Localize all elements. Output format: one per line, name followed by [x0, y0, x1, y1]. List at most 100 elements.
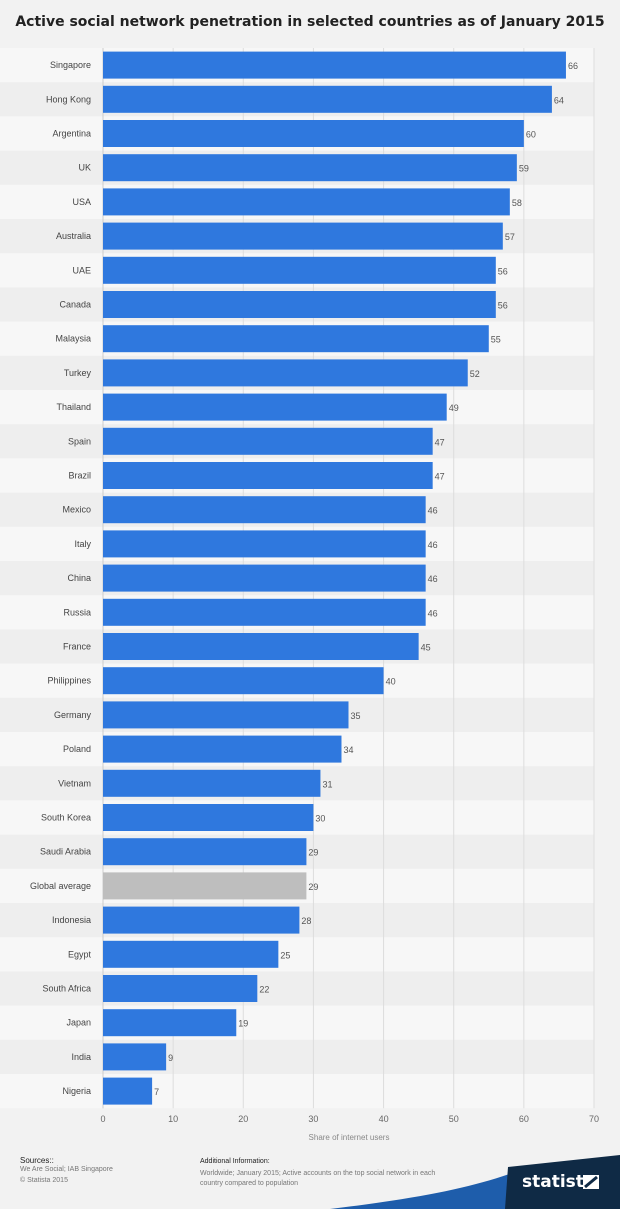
value-label: 45: [421, 643, 431, 653]
category-label: Canada: [59, 300, 91, 310]
value-label: 46: [428, 506, 438, 516]
value-label: 31: [322, 779, 332, 789]
value-label: 56: [498, 301, 508, 311]
bar: [103, 256, 496, 284]
value-label: 46: [428, 574, 438, 584]
category-label: India: [71, 1052, 91, 1062]
category-label: UK: [78, 163, 91, 173]
row-stripe: [0, 1039, 594, 1074]
value-label: 55: [491, 335, 501, 345]
additional-info-text: Worldwide; January 2015; Active accounts…: [200, 1170, 436, 1187]
bar: [103, 51, 566, 79]
category-label: South Korea: [41, 813, 91, 823]
category-label: UAE: [72, 265, 91, 275]
value-label: 49: [449, 403, 459, 413]
category-label: Argentina: [52, 129, 91, 139]
statista-logo[interactable]: statista: [522, 1172, 596, 1192]
brand-band: [330, 1155, 620, 1209]
category-label: Saudi Arabia: [40, 847, 91, 857]
value-labels: 66 64 60 59 58 57 56 56 55 52 49 47 47 46 46 46 46 45 40 35…: [154, 61, 578, 1097]
category-label: Russia: [63, 607, 91, 617]
value-label: 40: [386, 677, 396, 687]
bar: [103, 427, 433, 455]
value-label: 28: [301, 916, 311, 926]
statista-logo-mark-icon: [583, 1175, 599, 1189]
category-label: Hong Kong: [46, 94, 91, 104]
bar: [103, 359, 468, 387]
bar: [103, 804, 314, 831]
additional-info-heading: Additional Information:: [200, 1158, 270, 1165]
category-label: Poland: [63, 744, 91, 754]
value-label: 46: [428, 608, 438, 618]
bar: [103, 906, 300, 934]
footer: Sources:: We Are Social; IAB Singapore ©…: [0, 1150, 620, 1209]
bar: [103, 496, 426, 524]
value-label: 52: [470, 369, 480, 379]
value-label: 58: [512, 198, 522, 208]
value-label: 57: [505, 232, 515, 242]
bar: [103, 1043, 167, 1071]
bar: [103, 701, 349, 729]
category-label: Spain: [68, 436, 91, 446]
category-label: Brazil: [68, 471, 91, 481]
value-label: 66: [568, 61, 578, 71]
value-label: 34: [343, 745, 353, 755]
bar: [103, 325, 489, 353]
value-label: 19: [238, 1019, 248, 1029]
bar: [103, 188, 510, 216]
value-label: 56: [498, 266, 508, 276]
category-label: Global average: [30, 881, 91, 891]
value-label: 22: [259, 985, 269, 995]
value-label: 47: [435, 472, 445, 482]
bar: [103, 530, 426, 558]
chart-title: Active social network penetration in sel…: [15, 14, 605, 30]
source-line: We Are Social; IAB Singapore: [20, 1166, 113, 1173]
value-label: 60: [526, 130, 536, 140]
category-label: South Africa: [42, 984, 91, 994]
bar: [103, 838, 307, 866]
value-label: 29: [308, 848, 318, 858]
bar: [103, 598, 426, 626]
x-tick-label: 50: [449, 1114, 459, 1124]
value-label: 35: [351, 711, 361, 721]
bar: [103, 769, 321, 797]
x-tick-label: 40: [379, 1114, 389, 1124]
x-tick-label: 70: [589, 1114, 599, 1124]
category-label: China: [67, 573, 91, 583]
bar: [103, 975, 258, 1002]
value-label: 7: [154, 1087, 159, 1097]
value-label: 46: [428, 540, 438, 550]
bar: [103, 1077, 153, 1105]
category-labels: Singapore Hong Kong Argentina UK USA Australi…: [30, 60, 92, 1096]
category-label: Philippines: [47, 676, 91, 686]
bar: [103, 667, 384, 695]
sources-heading: Sources::: [20, 1156, 54, 1165]
bar: [103, 154, 517, 182]
category-label: Mexico: [62, 505, 91, 515]
bar: [103, 222, 503, 250]
category-label: Italy: [74, 539, 91, 549]
value-label: 25: [280, 950, 290, 960]
value-label: 64: [554, 95, 564, 105]
category-label: Egypt: [68, 949, 92, 959]
value-label: 30: [315, 814, 325, 824]
bar: [103, 940, 279, 968]
bar: [103, 1009, 237, 1037]
category-label: USA: [72, 197, 91, 207]
category-label: Australia: [56, 231, 91, 241]
bar-chart: Singapore Hong Kong Argentina UK USA Australi…: [0, 48, 600, 1142]
category-label: Indonesia: [52, 915, 91, 925]
row-stripe: [0, 971, 594, 1006]
bar: [103, 633, 419, 660]
value-label: 9: [168, 1053, 173, 1063]
value-label: 47: [435, 437, 445, 447]
category-label: Nigeria: [62, 1086, 91, 1096]
bar: [103, 85, 552, 113]
bar: [103, 735, 342, 763]
x-axis-label: Share of internet users: [309, 1133, 390, 1142]
category-label: Japan: [66, 1018, 91, 1028]
x-tick-label: 10: [168, 1114, 178, 1124]
copyright-line: © Statista 2015: [20, 1177, 68, 1184]
bar: [103, 120, 524, 147]
category-label: Turkey: [64, 368, 92, 378]
